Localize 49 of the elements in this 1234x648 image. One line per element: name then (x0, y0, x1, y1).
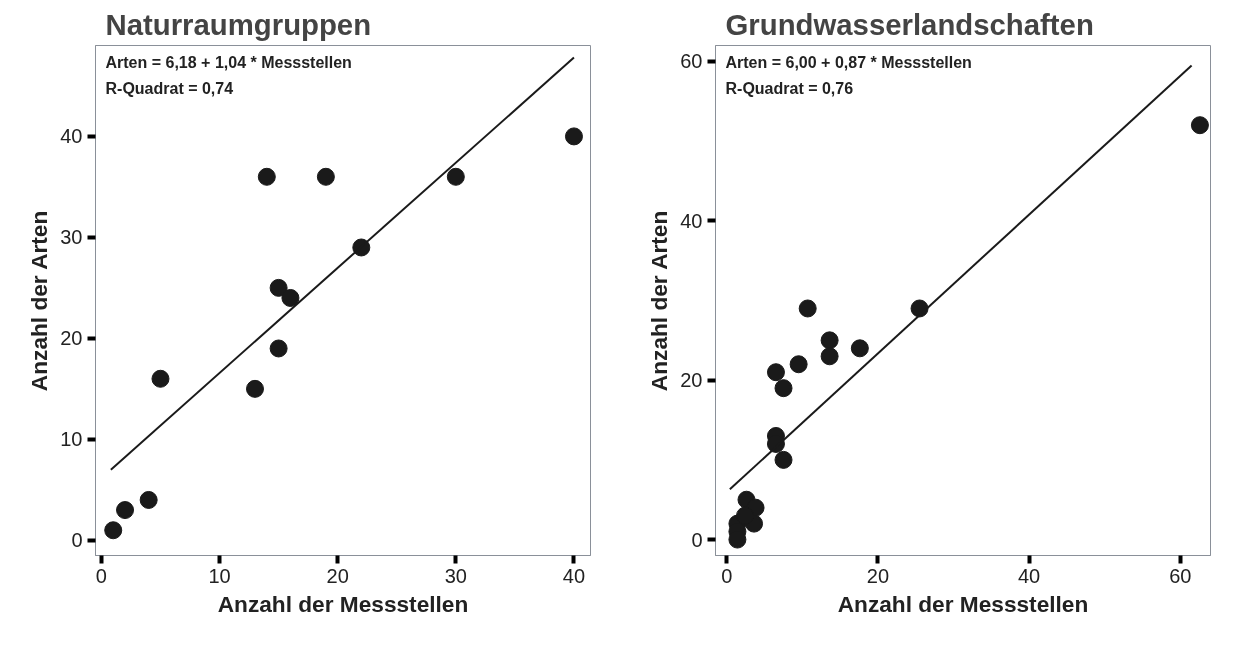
annotation: R-Quadrat = 0,76 (725, 79, 854, 97)
x-tick-label: 40 (562, 564, 586, 587)
x-tick-label: 20 (326, 564, 349, 587)
point (446, 167, 465, 186)
point (564, 127, 583, 146)
y-axis-title: Anzahl der Arten (26, 210, 53, 392)
y-tick-label: 40 (680, 209, 703, 232)
annotation: R-Quadrat = 0,74 (105, 79, 234, 97)
point (139, 490, 158, 509)
point (316, 167, 335, 186)
x-tick-label: 0 (721, 564, 733, 587)
annotation: Arten = 6,18 + 1,04 * Messstellen (105, 53, 352, 71)
point (850, 339, 869, 358)
point (269, 339, 288, 358)
chart-title: Grundwasserlandschaften (725, 7, 1094, 41)
point (269, 278, 288, 297)
point (798, 299, 817, 318)
x-tick-label: 60 (1169, 564, 1192, 587)
y-tick-label: 10 (60, 428, 83, 451)
x-tick-label: 10 (208, 564, 231, 587)
point (766, 363, 785, 382)
point (281, 288, 300, 307)
annotation: Arten = 6,00 + 0,87 * Messstellen (725, 53, 972, 71)
x-axis-title: Anzahl der Messstellen (837, 590, 1089, 617)
x-axis-title: Anzahl der Messstellen (217, 590, 469, 617)
x-tick-label: 40 (1018, 564, 1041, 587)
point (245, 379, 264, 398)
point (257, 167, 276, 186)
point (789, 355, 808, 374)
point (820, 347, 839, 366)
y-tick-label: 0 (691, 528, 703, 551)
x-tick-label: 30 (444, 564, 467, 587)
point (104, 521, 123, 540)
y-tick-label: 0 (71, 529, 83, 552)
point (820, 331, 839, 350)
y-tick-label: 30 (60, 226, 83, 249)
y-tick-label: 40 (60, 125, 83, 148)
x-tick-label: 20 (866, 564, 890, 587)
y-tick-label: 60 (680, 50, 703, 73)
point (774, 379, 793, 398)
chart-title: Naturraumgruppen (105, 7, 372, 41)
y-tick-label: 20 (680, 369, 703, 392)
point (151, 369, 170, 388)
point (1190, 116, 1209, 135)
point (774, 450, 793, 469)
x-tick-label: 0 (95, 564, 107, 587)
y-axis-title: Anzahl der Arten (646, 210, 673, 392)
point (116, 501, 135, 520)
y-tick-label: 20 (60, 327, 83, 350)
